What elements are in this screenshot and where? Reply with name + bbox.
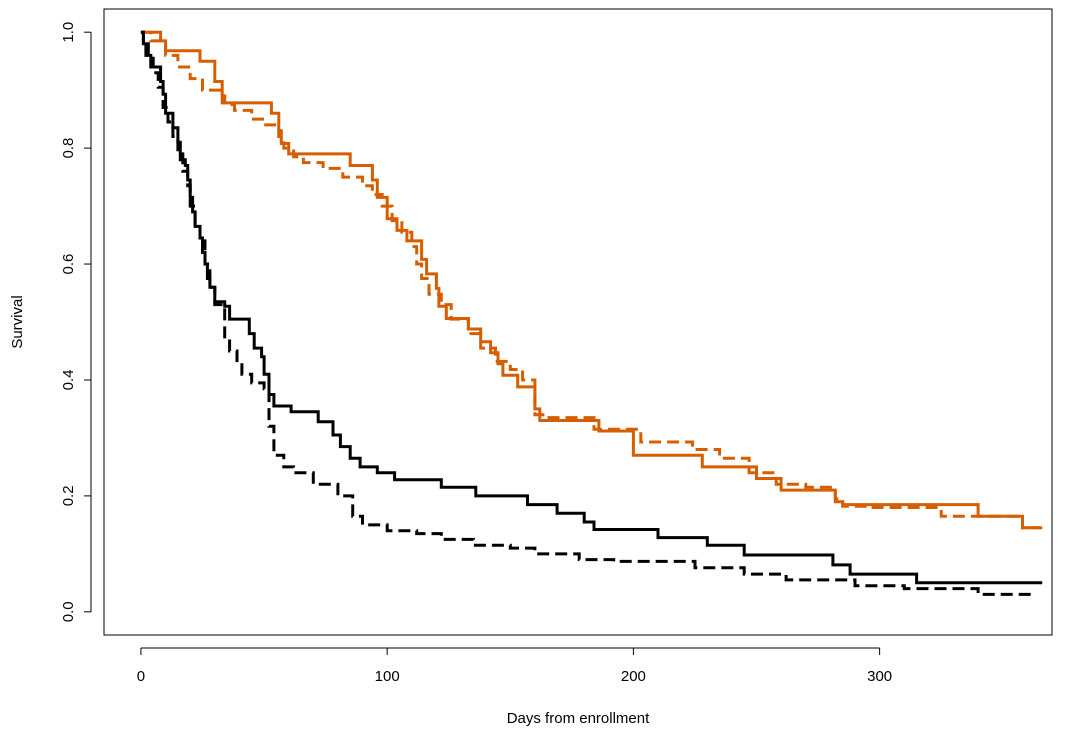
survival-curve-1 — [140, 30, 1043, 530]
x-tick-label: 100 — [375, 668, 400, 685]
y-tick-label: 0.0 — [60, 601, 77, 622]
x-tick-label: 300 — [867, 668, 892, 685]
y-tick-label: 0.4 — [60, 370, 77, 391]
survival-curve-4 — [140, 30, 1034, 598]
y-axis: 0.0 0.2 0.4 0.6 0.8 1.0 — [60, 22, 92, 622]
plot-frame — [103, 8, 1053, 636]
y-tick-label: 0.8 — [60, 138, 77, 159]
y-tick-label: 0.6 — [60, 254, 77, 275]
x-axis-title: Days from enrollment — [507, 710, 650, 727]
x-tick-label: 0 — [137, 668, 145, 685]
y-tick-label: 0.2 — [60, 485, 77, 506]
x-axis: 0 100 200 300 — [137, 647, 892, 685]
x-tick-label: 200 — [621, 668, 646, 685]
survival-curve-2 — [140, 30, 1040, 530]
series-layer — [140, 30, 1043, 598]
y-axis-title: Survival — [9, 295, 26, 348]
y-tick-label: 1.0 — [60, 22, 77, 43]
